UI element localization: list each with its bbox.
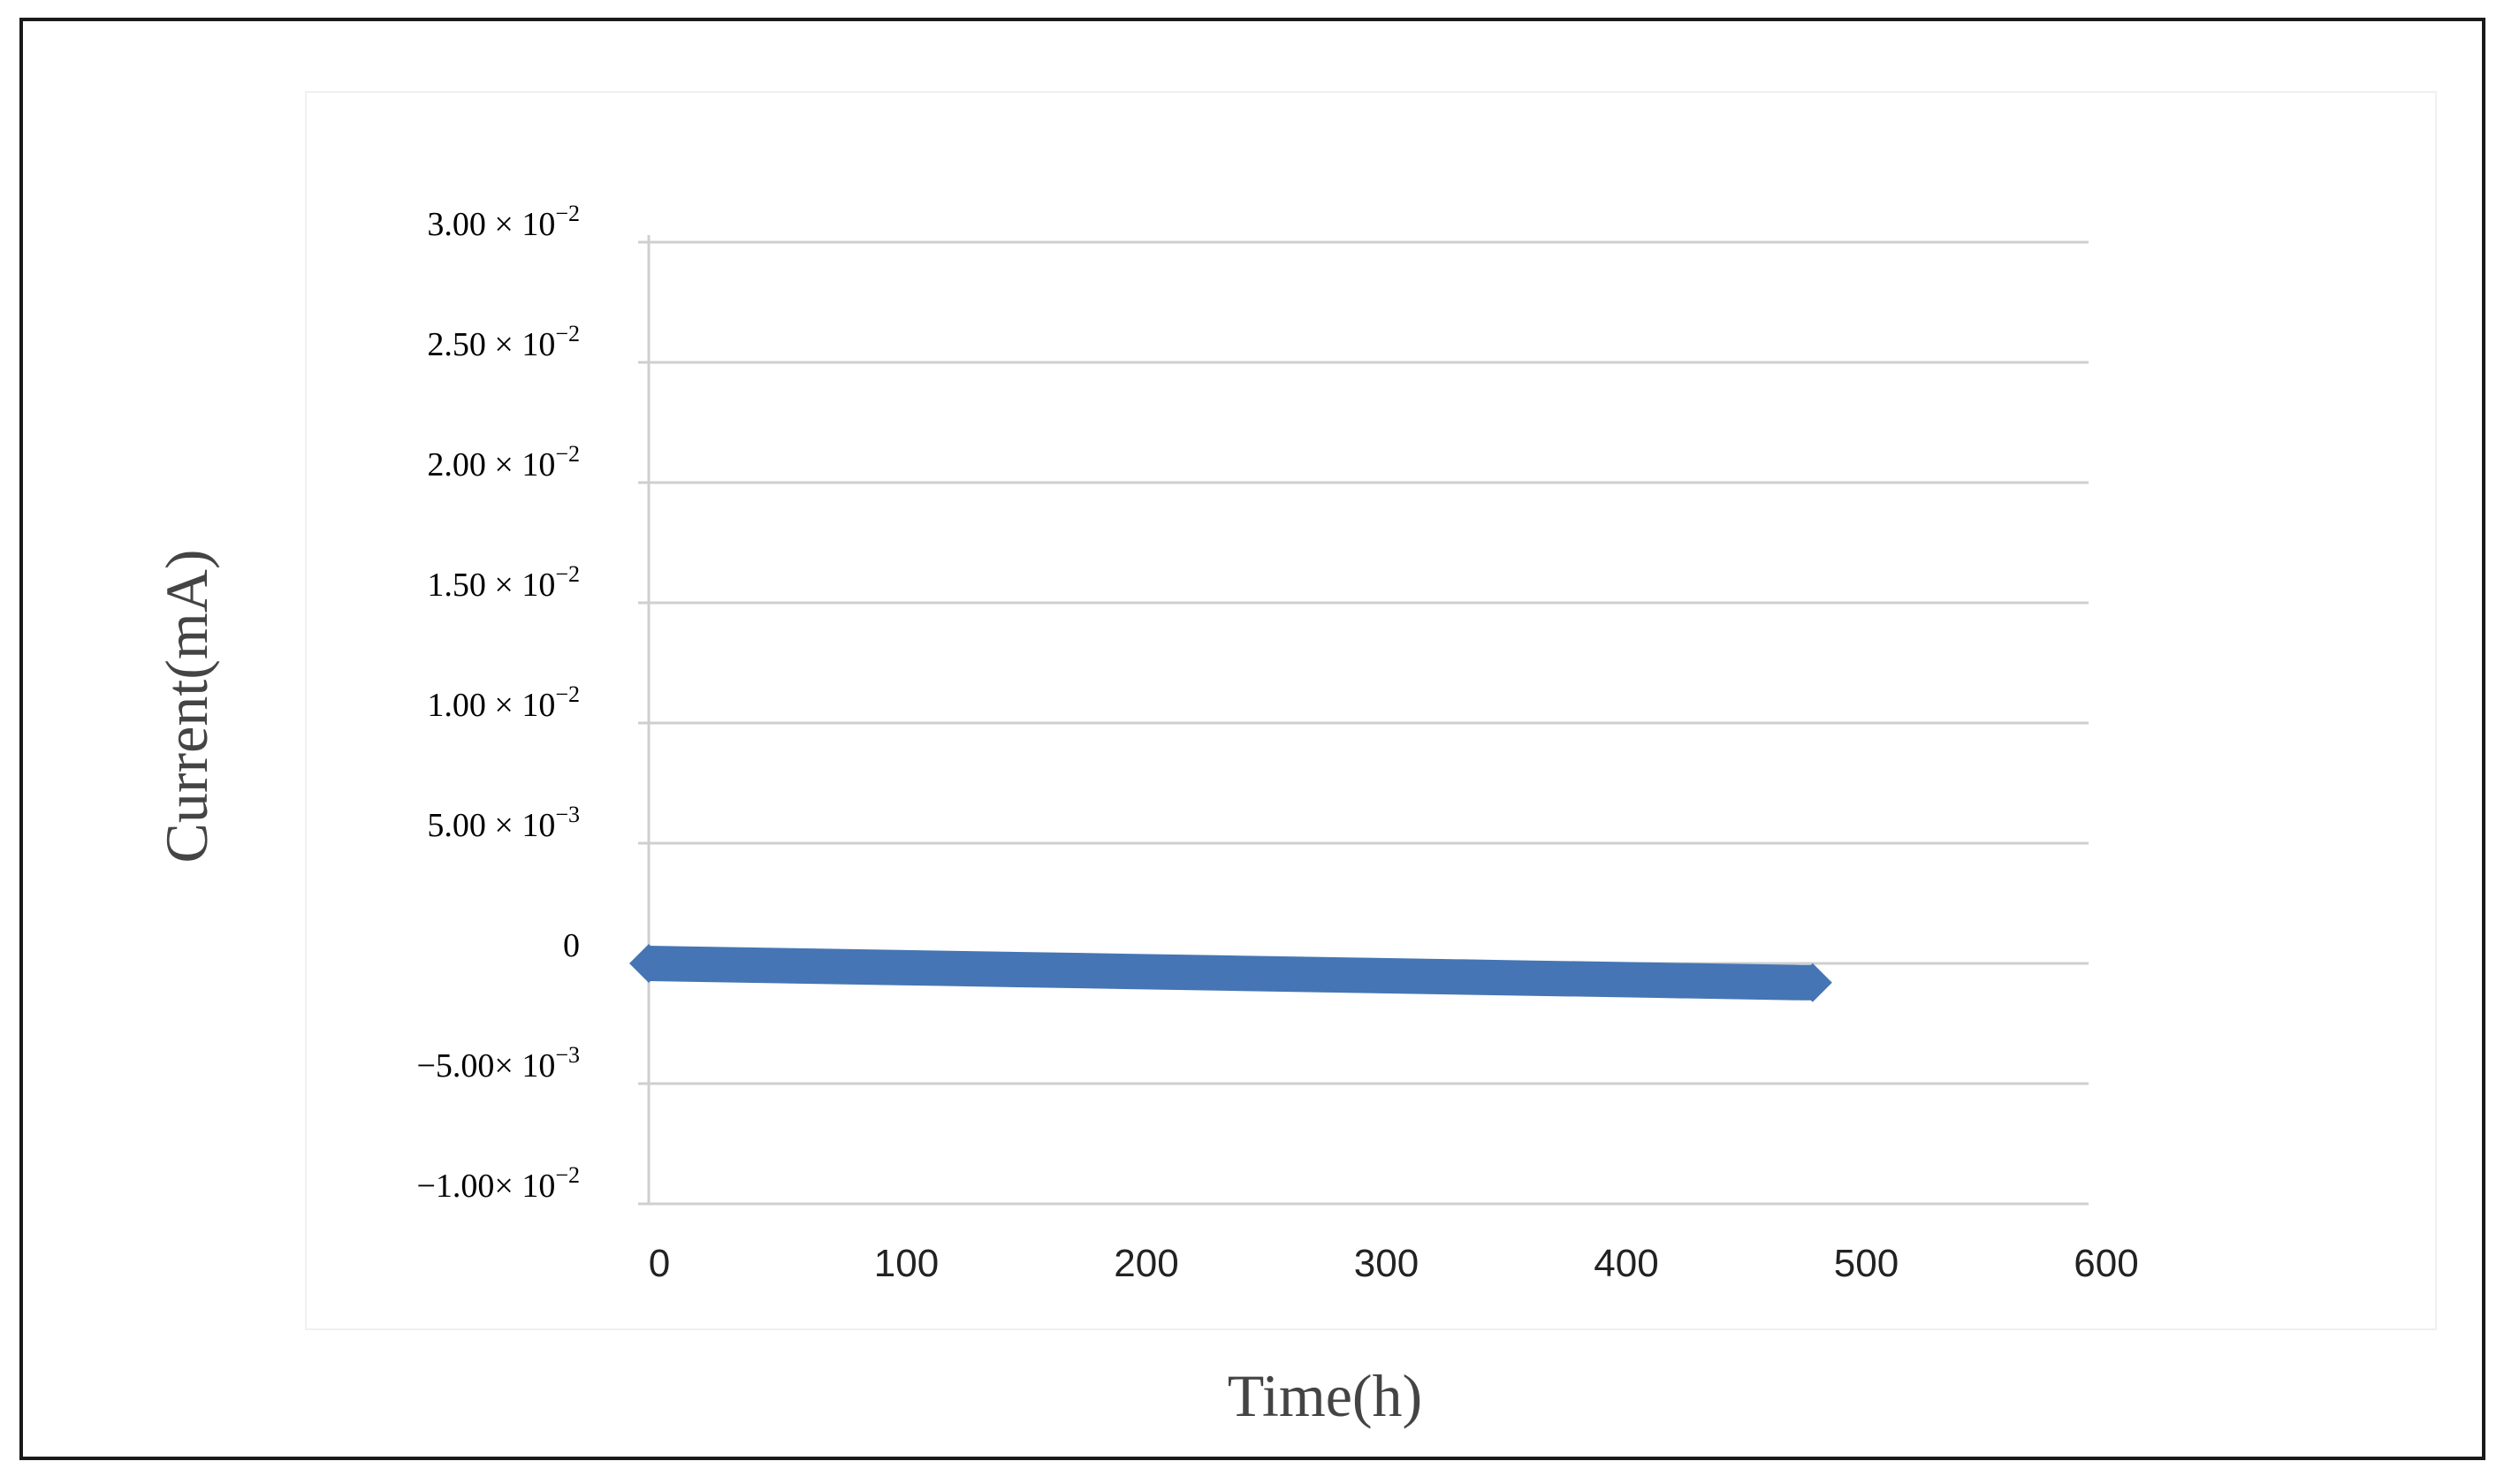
x-tick-label-2: 200 xyxy=(1114,1242,1178,1285)
y-tick-label-6: 0 xyxy=(563,927,580,964)
x-axis-title: Time(h) xyxy=(1228,1362,1422,1429)
x-tick-label-0: 0 xyxy=(649,1242,670,1285)
series-line-0 xyxy=(649,963,1813,983)
y-tick-labels: 3.00 × 10−22.50 × 10−22.00 × 10−21.50 × … xyxy=(416,201,580,1205)
plot-background xyxy=(306,92,2436,1329)
x-tick-label-1: 100 xyxy=(874,1242,939,1285)
y-axis-title: Current(mA) xyxy=(153,549,220,863)
chart-svg: 3.00 × 10−22.50 × 10−22.00 × 10−21.50 × … xyxy=(23,21,2482,1457)
y-tick-label-8: −1.00× 10−2 xyxy=(416,1162,580,1205)
figure-frame: 3.00 × 10−2 2.50 × 10−2 2.00 × 10−2 1.50 × … xyxy=(19,18,2485,1460)
x-tick-label-4: 400 xyxy=(1594,1242,1658,1285)
x-tick-label-6: 600 xyxy=(2074,1242,2138,1285)
x-tick-label-3: 300 xyxy=(1354,1242,1419,1285)
x-tick-label-5: 500 xyxy=(1834,1242,1899,1285)
y-tick-label-7: −5.00× 10−3 xyxy=(416,1042,580,1084)
